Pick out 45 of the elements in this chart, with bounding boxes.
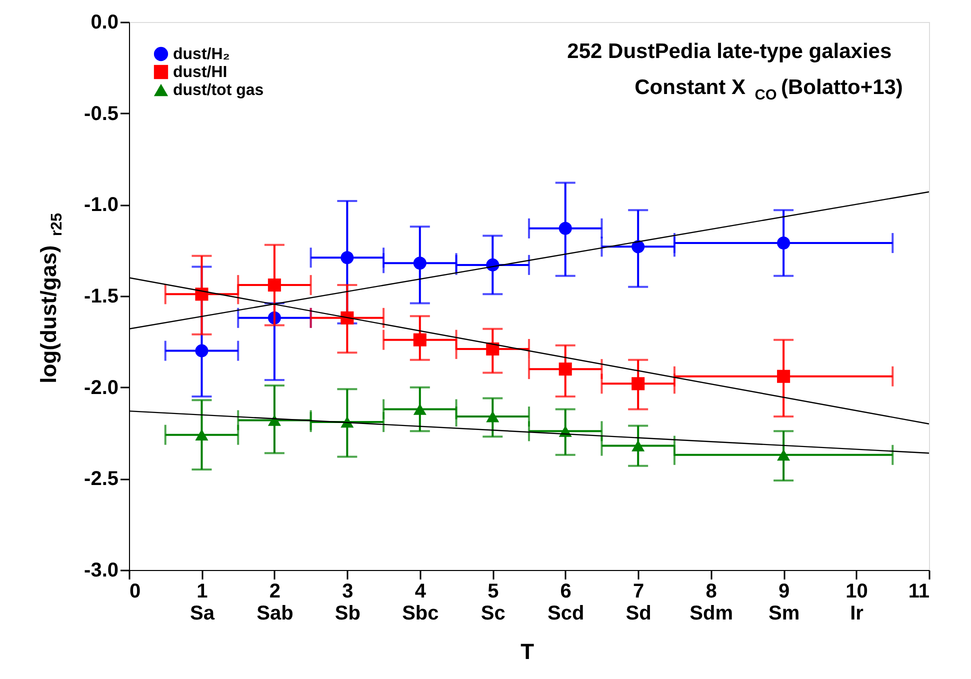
point <box>413 404 426 415</box>
x-tick-label: 8 Sdm <box>690 580 733 624</box>
point <box>632 240 645 254</box>
point <box>413 333 426 346</box>
legend-label: dust/tot gas <box>173 82 264 99</box>
point <box>486 342 500 356</box>
point <box>632 377 645 390</box>
y-tick-label: -2.0 <box>84 376 118 399</box>
x-tick-label: 11 <box>908 580 930 602</box>
x-tick-label: 0 <box>130 580 141 602</box>
point <box>195 288 208 301</box>
x-tick-label: 4 Sbc <box>402 580 439 624</box>
point <box>632 440 645 452</box>
point <box>268 414 281 426</box>
legend-label: dust/H₂ <box>173 46 230 63</box>
y-tick-label: -3.0 <box>84 560 118 582</box>
annotation: 252 DustPedia late-type galaxies <box>567 40 892 63</box>
x-tick-label: 1 Sa <box>190 580 216 624</box>
x-tick-label: 3 Sb <box>334 580 360 624</box>
y-axis-title: log(dust/gas)r25 <box>36 212 66 384</box>
x-axis-title: T <box>520 639 535 664</box>
point <box>413 256 426 270</box>
y-tick-label: -1.5 <box>84 286 118 308</box>
point <box>268 278 281 292</box>
point <box>486 410 500 422</box>
y-tick-label: -0.5 <box>84 102 118 125</box>
y-tick-label: 0.0 <box>90 12 118 34</box>
x-tick-label: 5 Sc <box>480 580 506 624</box>
point <box>340 251 354 264</box>
x-tick-label: 6 Scd <box>548 580 584 624</box>
point <box>558 222 572 235</box>
x-tick-label: 10 Ir <box>846 580 868 624</box>
point <box>195 344 208 358</box>
point <box>777 236 790 250</box>
x-tick-label: 2 Sab <box>256 580 294 624</box>
point <box>195 429 208 440</box>
x-tick-label: 9 Sm <box>768 580 800 624</box>
point <box>777 449 790 461</box>
point <box>777 370 790 383</box>
y-tick-label: -1.0 <box>84 194 118 216</box>
legend-label: dust/HI <box>173 64 228 81</box>
point <box>558 362 572 376</box>
y-tick-label: -2.5 <box>84 468 118 490</box>
point <box>340 311 354 324</box>
x-tick-label: 7 Sd <box>626 580 652 624</box>
